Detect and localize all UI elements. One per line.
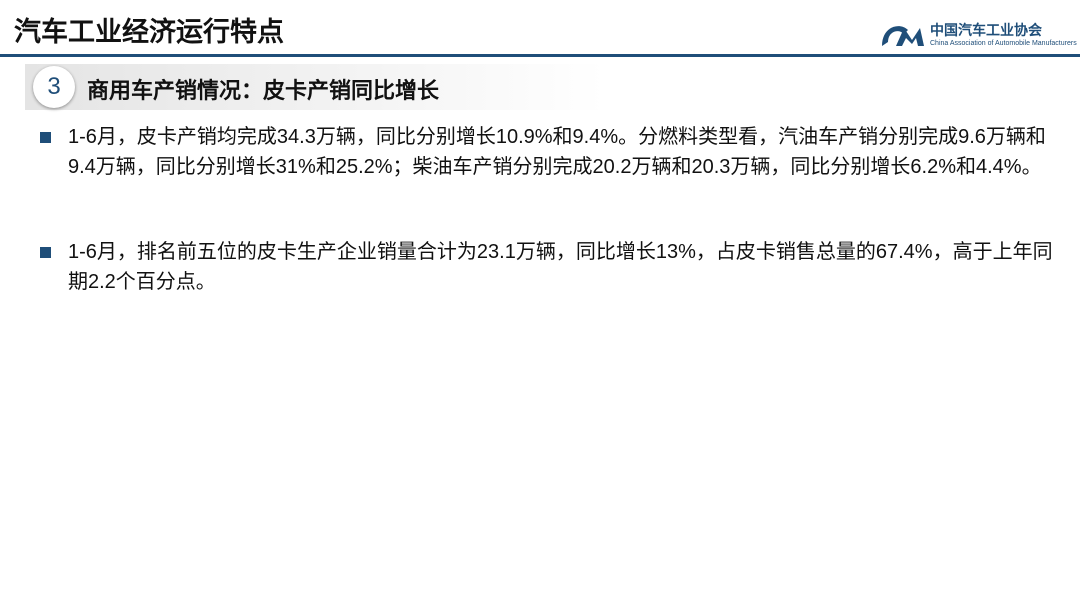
section-header: 3 商用车产销情况：皮卡产销同比增长	[25, 64, 605, 110]
logo-mark: 20皮卡月度销量(万辆)012345671月2月3月4月5月6月7月8月9月10…	[882, 26, 924, 46]
logo-en: China Association of Automobile Manufact…	[930, 40, 1077, 47]
bullet: 1-6月，排名前五位的皮卡生产企业销量合计为23.1万辆，同比增长13%，占皮卡…	[40, 237, 1053, 297]
section-number: 3	[33, 66, 75, 108]
section-subtitle: 皮卡产销同比增长	[263, 78, 440, 103]
section-title-main: 商用车产销情况：	[87, 78, 264, 103]
logo-cn: 中国汽车工业协会	[930, 22, 1042, 38]
divider	[0, 54, 1080, 57]
section-title: 商用车产销情况：皮卡产销同比增长	[87, 73, 439, 105]
slide-title: 汽车工业经济运行特点	[14, 17, 284, 47]
bullet: 1-6月，皮卡产销均完成34.3万辆，同比分别增长10.9%和9.4%。分燃料类…	[40, 122, 1053, 182]
